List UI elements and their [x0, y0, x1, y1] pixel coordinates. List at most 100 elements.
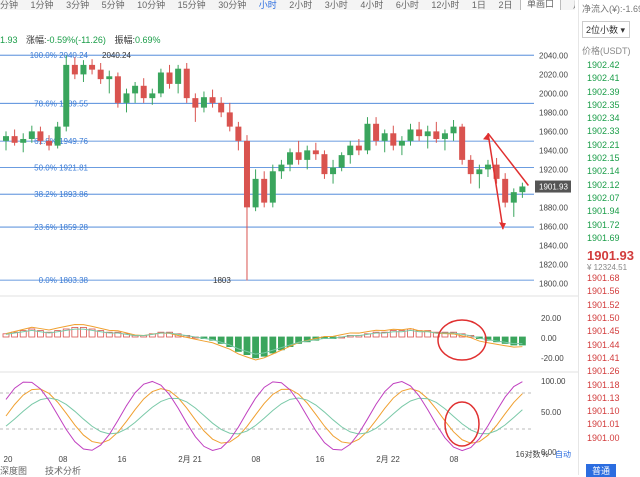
ask-price[interactable]: 1902.14: [587, 166, 620, 177]
x-tick-label: 2月 22: [376, 455, 400, 464]
bid-price[interactable]: 1901.00: [587, 432, 620, 443]
ask-price[interactable]: 1902.15: [587, 153, 620, 164]
macd-bar: [62, 328, 70, 338]
candle-body: [295, 152, 302, 160]
period-tab[interactable]: 5分钟: [101, 0, 125, 10]
candle-body: [252, 178, 259, 208]
bid-price[interactable]: 1901.56: [587, 286, 620, 297]
bid-price[interactable]: 1901.18: [587, 379, 620, 390]
candle-body: [11, 136, 18, 143]
bid-price[interactable]: 1901.41: [587, 352, 620, 363]
period-tab[interactable]: 分钟: [0, 0, 19, 10]
macd-bar: [80, 326, 87, 338]
period-tab[interactable]: 2小时: [289, 0, 313, 10]
period-tab[interactable]: 30分钟: [218, 0, 247, 10]
projection-down-arrow: [499, 222, 506, 230]
candle-body: [321, 154, 328, 175]
macd-bar: [269, 336, 277, 354]
x-tick-label: 16: [118, 455, 127, 464]
tech-analysis-tab[interactable]: 技术分析: [45, 466, 82, 476]
candle-body: [114, 76, 121, 103]
candle-body: [416, 129, 423, 137]
period-tab[interactable]: 12小时: [431, 0, 460, 10]
macd-bar: [389, 330, 397, 338]
candle-body: [132, 85, 139, 94]
macd-bar: [493, 336, 500, 343]
ask-price[interactable]: 1902.21: [587, 139, 620, 150]
period-tab[interactable]: 2日: [498, 0, 513, 10]
x-tick-label: 20: [4, 455, 13, 464]
candle-body: [46, 140, 53, 146]
macd-bar: [19, 330, 27, 338]
candle-body: [269, 171, 276, 203]
macd-bar: [2, 333, 10, 338]
candle-body: [484, 164, 491, 170]
y-tick-label: 2000.00: [539, 89, 568, 98]
depth-chart-tab[interactable]: 深度图: [0, 466, 28, 476]
period-tab[interactable]: 10分钟: [137, 0, 166, 10]
period-tab[interactable]: 4小时: [360, 0, 384, 10]
macd-tick: -20.00: [541, 354, 564, 363]
period-tab[interactable]: 3分钟: [66, 0, 90, 10]
chevron-down-icon: ▾: [620, 25, 626, 35]
bid-price[interactable]: 1901.44: [587, 339, 620, 350]
ask-price[interactable]: 1901.72: [587, 219, 620, 230]
bid-price[interactable]: 1901.13: [587, 392, 620, 403]
candle-body: [97, 69, 104, 80]
period-tab-active[interactable]: 小时: [258, 0, 277, 10]
decimals-select[interactable]: 2位小数 ▾: [582, 21, 630, 38]
bid-price[interactable]: 1901.45: [587, 326, 620, 337]
candle-body: [157, 72, 164, 94]
candle-body: [192, 98, 199, 108]
ask-price[interactable]: 1902.34: [587, 113, 620, 124]
candle-body: [433, 131, 440, 139]
y-tick-label: 1960.00: [539, 127, 568, 136]
macd-bar: [252, 336, 259, 359]
projection-down-line: [487, 133, 504, 230]
bid-price[interactable]: 1901.50: [587, 313, 620, 324]
period-tab[interactable]: 6小时: [395, 0, 419, 10]
bid-price[interactable]: 1901.52: [587, 299, 620, 310]
layout-dropdown[interactable]: 单画口: [519, 0, 561, 10]
ask-price[interactable]: 1902.39: [587, 86, 620, 97]
macd-highlight-circle: [437, 319, 487, 361]
macd-bar: [518, 336, 526, 346]
bid-price[interactable]: 1901.10: [587, 406, 620, 417]
ask-price[interactable]: 1902.12: [587, 179, 620, 190]
ask-price[interactable]: 1901.94: [587, 206, 620, 217]
kline-chart[interactable]: 2040.002020.002000.001980.001960.001940.…: [0, 0, 578, 466]
bid-price[interactable]: 1901.01: [587, 419, 620, 430]
ask-price[interactable]: 1902.35: [587, 99, 620, 110]
bid-list: 1901.68 1901.56 1901.52 1901.50 1901.45 1901.…: [579, 272, 640, 445]
normal-mode-button[interactable]: 普通: [586, 464, 617, 477]
candle-body: [467, 159, 474, 175]
candle-body: [459, 126, 466, 160]
fib-label: 23.6% 1859.28: [34, 223, 88, 232]
candle-body: [28, 131, 35, 139]
ask-price[interactable]: 1902.41: [587, 73, 620, 84]
price-column-label: 价格(USDT): [582, 46, 631, 56]
macd-bar: [226, 336, 234, 348]
macd-bar: [11, 331, 19, 338]
bid-price[interactable]: 1901.68: [587, 273, 620, 284]
macd-bar: [424, 330, 432, 338]
ask-price[interactable]: 1902.33: [587, 126, 620, 137]
macd-dea-line: [5, 328, 523, 355]
candle-body: [166, 72, 173, 84]
period-tab[interactable]: 1日: [471, 0, 486, 10]
candle-body: [209, 97, 216, 103]
period-tab[interactable]: 3小时: [324, 0, 348, 10]
kdj-tick: 100.00: [541, 377, 566, 386]
candle-body: [80, 64, 87, 75]
period-tab[interactable]: 月: [573, 0, 575, 10]
macd-bar: [114, 331, 122, 338]
ask-price[interactable]: 1902.07: [587, 192, 620, 203]
candle-body: [398, 140, 405, 146]
y-tick-label: 1840.00: [539, 241, 568, 250]
period-tab[interactable]: 1分钟: [30, 0, 54, 10]
ask-price[interactable]: 1902.42: [587, 60, 620, 70]
ask-price[interactable]: 1901.69: [587, 232, 620, 243]
macd-bar: [28, 328, 36, 338]
period-tab[interactable]: 15分钟: [177, 0, 206, 10]
bid-price[interactable]: 1901.26: [587, 366, 620, 377]
